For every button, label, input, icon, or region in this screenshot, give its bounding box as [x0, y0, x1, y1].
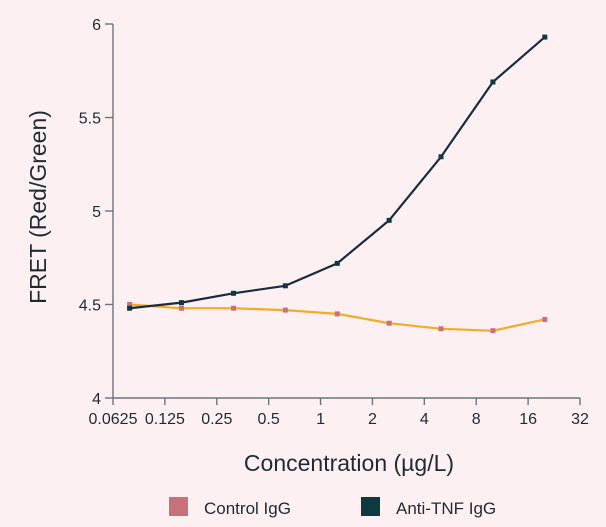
legend-swatch-control-igg	[169, 497, 188, 516]
data-point-anti-tnf-igg	[230, 290, 236, 296]
data-point-control-igg	[178, 305, 184, 311]
data-point-control-igg	[282, 307, 288, 313]
x-tick-label: 0.125	[145, 411, 185, 428]
data-point-control-igg	[334, 311, 340, 317]
x-tick-label: 1	[316, 411, 325, 428]
y-ticks: 4 4.5 5 5.5 6	[79, 17, 113, 408]
x-axis-title: Concentration (µg/L)	[244, 450, 454, 476]
data-point-anti-tnf-igg	[127, 305, 133, 311]
x-tick-label: 2	[368, 411, 377, 428]
data-point-anti-tnf-igg	[178, 300, 184, 306]
y-tick-label: 5.5	[79, 111, 101, 128]
x-tick-label: 4	[420, 411, 429, 428]
axes	[112, 24, 580, 399]
data-point-anti-tnf-igg	[542, 34, 548, 40]
x-tick-label: 8	[472, 411, 481, 428]
series-layer	[127, 34, 548, 334]
data-point-anti-tnf-igg	[334, 260, 340, 266]
data-point-control-igg	[230, 305, 236, 311]
data-point-control-igg	[490, 328, 496, 334]
x-tick-label: 0.5	[258, 411, 280, 428]
legend-label-anti-tnf-igg: Anti-TNF IgG	[396, 499, 496, 518]
y-tick-label: 4	[92, 391, 101, 408]
data-point-control-igg	[127, 302, 133, 307]
data-point-anti-tnf-igg	[490, 79, 496, 85]
y-tick-label: 4.5	[79, 298, 101, 315]
x-tick-label: 0.0625	[89, 411, 138, 428]
data-point-anti-tnf-igg	[386, 217, 392, 223]
x-tick-label: 0.25	[201, 411, 232, 428]
data-point-anti-tnf-igg	[438, 154, 444, 160]
x-tick-label: 16	[519, 411, 537, 428]
y-axis-title: FRET (Red/Green)	[25, 110, 51, 304]
data-point-anti-tnf-igg	[282, 283, 288, 289]
y-tick-label: 6	[92, 17, 101, 34]
series-line-control-igg	[129, 303, 546, 332]
legend-swatch-anti-tnf-igg	[361, 497, 380, 516]
y-tick-label: 5	[92, 204, 101, 221]
legend-label-control-igg: Control IgG	[204, 499, 291, 518]
series-line-anti-tnf-igg	[129, 36, 546, 310]
legend: Control IgG Anti-TNF IgG	[169, 497, 496, 518]
data-point-control-igg	[542, 316, 548, 322]
x-ticks: 0.0625 0.125 0.25 0.5 1 2 4 8 16 32	[89, 398, 589, 428]
x-tick-label: 32	[571, 411, 589, 428]
data-point-control-igg	[438, 326, 444, 332]
data-point-control-igg	[386, 320, 392, 326]
